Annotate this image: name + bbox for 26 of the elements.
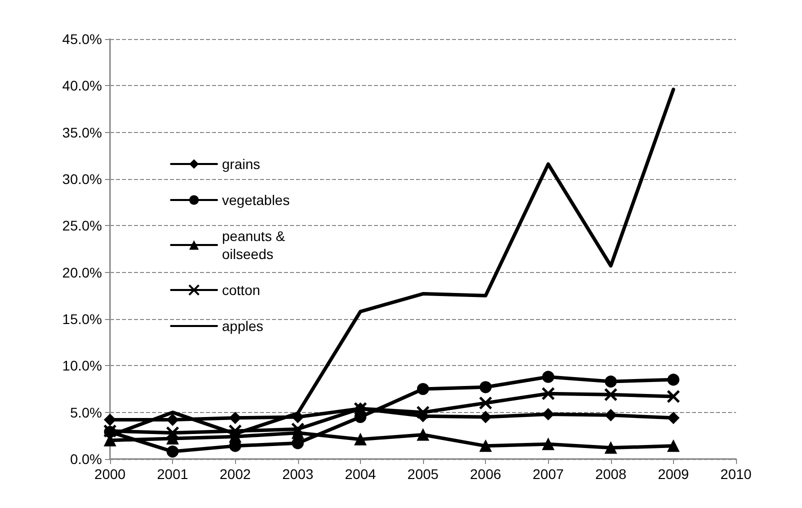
x-tick-label: 2003 (282, 466, 314, 482)
x-tick-label: 2001 (157, 466, 188, 482)
y-tick-label: 25.0% (62, 218, 102, 234)
legend-label: cotton (222, 282, 260, 298)
y-tick-label: 15.0% (62, 311, 102, 327)
x-tick-label: 2009 (658, 466, 690, 482)
legend-label: grains (222, 156, 260, 172)
x-tick-label: 2008 (595, 466, 627, 482)
x-tick-label: 2004 (344, 466, 376, 482)
legend-label: peanuts & oilseeds (222, 228, 286, 262)
x-tick-label: 2006 (470, 466, 502, 482)
y-tick-label: 0.0% (70, 451, 102, 467)
y-tick-label: 5.0% (70, 404, 102, 420)
x-tick-label: 2000 (94, 466, 126, 482)
x-tick-label: 2010 (720, 466, 752, 482)
y-tick-label: 45.0% (62, 31, 102, 47)
x-tick-label: 2002 (220, 466, 251, 482)
x-tick-label: 2005 (407, 466, 439, 482)
y-tick-label: 10.0% (62, 358, 102, 374)
y-tick-label: 30.0% (62, 171, 102, 187)
y-tick-label: 40.0% (62, 78, 102, 94)
legend-label: vegetables (222, 192, 290, 208)
y-tick-label: 35.0% (62, 124, 102, 140)
x-tick-label: 2007 (532, 466, 564, 482)
legend-label: apples (222, 318, 264, 334)
y-tick-label: 20.0% (62, 264, 102, 280)
